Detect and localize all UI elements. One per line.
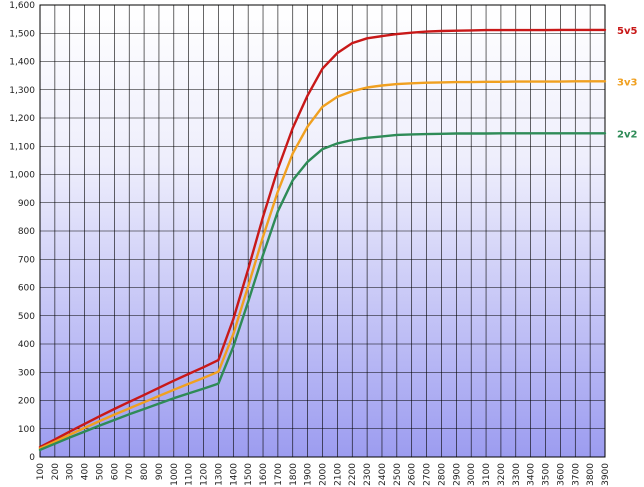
x-tick-label: 3400 xyxy=(527,463,537,486)
x-tick-label: 2500 xyxy=(393,463,403,486)
x-tick-label: 1200 xyxy=(200,463,210,486)
y-tick-label: 600 xyxy=(18,284,35,294)
y-tick-label: 1,000 xyxy=(9,171,35,181)
x-tick-label: 3000 xyxy=(467,463,477,486)
y-tick-label: 1,100 xyxy=(9,142,35,152)
x-tick-label: 2700 xyxy=(423,463,433,486)
x-tick-label: 1000 xyxy=(170,463,180,486)
x-tick-label: 1400 xyxy=(229,463,239,486)
x-tick-label: 2300 xyxy=(363,463,373,486)
x-tick-label: 1100 xyxy=(185,463,195,486)
x-tick-label: 3600 xyxy=(556,463,566,486)
y-tick-label: 100 xyxy=(18,425,35,435)
y-tick-label: 1,600 xyxy=(9,1,35,11)
plot-border xyxy=(39,4,606,458)
series-line-5v5 xyxy=(38,28,607,449)
x-tick-label: 1500 xyxy=(244,463,254,486)
series-label-3v3: 3v3 xyxy=(617,77,637,88)
y-tick-label: 1,500 xyxy=(9,29,35,39)
series-line-2v2 xyxy=(38,132,607,452)
x-tick-label: 500 xyxy=(95,463,105,480)
x-tick-label: 400 xyxy=(81,463,91,480)
x-tick-label: 100 xyxy=(36,463,46,480)
x-tick-label: 700 xyxy=(125,463,135,480)
x-tick-label: 2100 xyxy=(333,463,343,486)
x-tick-label: 900 xyxy=(155,463,165,480)
x-tick-label: 2200 xyxy=(348,463,358,486)
x-tick-label: 3900 xyxy=(601,463,611,486)
y-tick-label: 400 xyxy=(18,340,35,350)
y-tick-label: 800 xyxy=(18,227,35,237)
y-tick-label: 1,300 xyxy=(9,86,35,96)
x-tick-label: 3100 xyxy=(482,463,492,486)
series-label-5v5: 5v5 xyxy=(617,26,637,37)
x-tick-label: 2800 xyxy=(437,463,447,486)
y-tick-label: 900 xyxy=(18,199,35,209)
y-tick-label: 1,400 xyxy=(9,58,35,68)
x-tick-label: 3700 xyxy=(571,463,581,486)
x-axis-ticks: 100 200 300 400 500 600 700 800 900 1000 1100 1200 1… xyxy=(36,463,611,486)
x-tick-label: 2900 xyxy=(452,463,462,486)
x-tick-label: 1700 xyxy=(274,463,284,486)
y-tick-label: 700 xyxy=(18,255,35,265)
series-label-2v2: 2v2 xyxy=(617,129,637,140)
x-tick-label: 1300 xyxy=(214,463,224,486)
x-tick-label: 3500 xyxy=(542,463,552,486)
x-tick-label: 200 xyxy=(51,463,61,480)
x-tick-label: 1600 xyxy=(259,463,269,486)
x-tick-label: 300 xyxy=(66,463,76,480)
x-tick-label: 1900 xyxy=(304,463,314,486)
x-tick-label: 1800 xyxy=(289,463,299,486)
y-tick-label: 300 xyxy=(18,368,35,378)
x-tick-label: 600 xyxy=(110,463,120,480)
series-line-3v3 xyxy=(38,80,607,450)
y-tick-label: 0 xyxy=(29,453,35,463)
x-tick-label: 800 xyxy=(140,463,150,480)
series-lines xyxy=(38,28,607,452)
y-tick-label: 1,200 xyxy=(9,114,35,124)
series-labels: 5v5 3v3 2v2 xyxy=(617,26,637,140)
y-tick-label: 500 xyxy=(18,312,35,322)
y-tick-label: 200 xyxy=(18,397,35,407)
x-tick-label: 3800 xyxy=(586,463,596,486)
x-tick-label: 3300 xyxy=(512,463,522,486)
x-tick-label: 2000 xyxy=(319,463,329,486)
y-axis-ticks: 0 100 200 300 400 500 600 700 800 900 1,000 1,100 1,… xyxy=(9,1,35,463)
x-tick-label: 2400 xyxy=(378,463,388,486)
x-tick-label: 2600 xyxy=(408,463,418,486)
x-tick-label: 3200 xyxy=(497,463,507,486)
